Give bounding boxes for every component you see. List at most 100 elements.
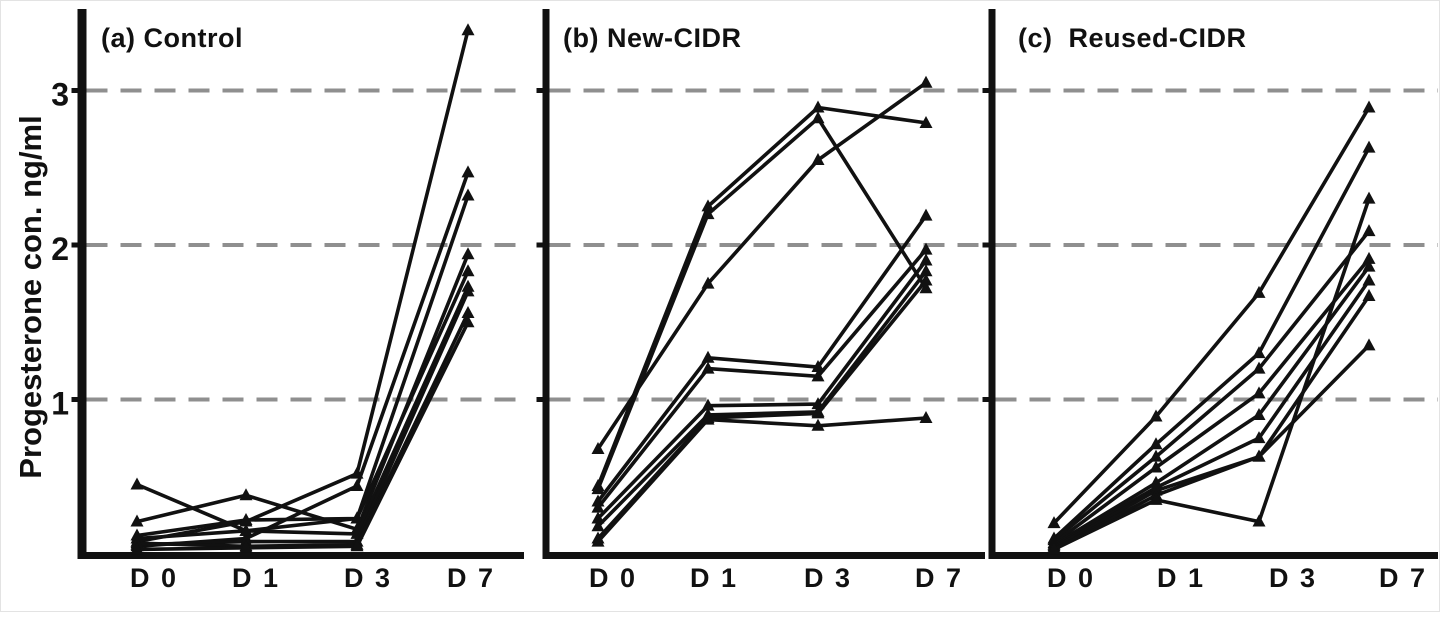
series-line-9 — [1052, 196, 1371, 552]
y-tick-mark — [982, 88, 990, 93]
x-tick-label: D 7 — [915, 563, 963, 593]
x-tick-label: D 1 — [232, 563, 280, 593]
data-point-marker — [1149, 437, 1163, 450]
data-point-marker — [701, 207, 715, 220]
data-point-marker — [1149, 492, 1163, 505]
data-point-marker — [239, 488, 253, 501]
series-line-1 — [596, 105, 928, 488]
data-point-marker — [701, 350, 715, 363]
x-tick-label: D 3 — [344, 563, 392, 593]
series-line-7 — [1052, 294, 1371, 550]
series-line-1 — [1052, 105, 1371, 525]
data-point-marker — [701, 412, 715, 425]
data-point-marker — [461, 284, 475, 297]
panel-a: 1 2 3 D 0 D 1 D 3 D 7 (a) Control — [51, 9, 524, 593]
data-point-marker — [1362, 100, 1376, 113]
data-point-marker — [461, 305, 475, 318]
data-point-marker — [130, 477, 144, 490]
panel-title-c: (c) Reused-CIDR — [1018, 23, 1247, 53]
data-point-marker — [919, 242, 933, 255]
x-tick-label: D 0 — [130, 563, 178, 593]
panel-title-a: (a) Control — [101, 23, 243, 53]
y-tick-mark — [536, 242, 544, 248]
x-axis — [542, 552, 985, 559]
x-tick-label: D 3 — [1269, 563, 1317, 593]
data-point-marker — [591, 534, 605, 547]
series-line-4 — [1052, 257, 1371, 546]
y-tick-label: 1 — [51, 386, 69, 422]
x-axis — [988, 552, 1438, 559]
data-point-marker — [919, 411, 933, 424]
data-point-marker — [811, 100, 825, 113]
data-point-marker — [461, 315, 475, 328]
data-point-marker — [1252, 449, 1266, 462]
data-point-marker — [811, 360, 825, 373]
data-point-marker — [811, 369, 825, 382]
data-point-marker — [701, 276, 715, 289]
y-axis — [988, 9, 996, 559]
data-point-marker — [461, 264, 475, 277]
x-axis — [77, 552, 524, 559]
data-point-marker — [919, 253, 933, 266]
data-point-marker — [239, 513, 253, 526]
y-axis — [77, 9, 87, 559]
data-point-marker — [239, 523, 253, 536]
series-line-9 — [596, 416, 928, 544]
data-point-marker — [591, 482, 605, 495]
data-point-marker — [919, 264, 933, 277]
y-tick-mark — [982, 397, 990, 402]
y-tick-mark — [71, 242, 79, 248]
data-point-marker — [1149, 409, 1163, 422]
series-line-3 — [1052, 229, 1371, 542]
data-point-marker — [130, 542, 144, 555]
y-tick-mark — [71, 397, 79, 402]
data-point-marker — [350, 479, 364, 492]
data-point-marker — [350, 539, 364, 552]
y-axis-title: Progesterone con. ng/ml — [13, 115, 48, 478]
x-tick-label: D 1 — [690, 563, 738, 593]
series-line-1 — [135, 28, 470, 544]
series-line-7 — [596, 269, 928, 529]
x-tick-label: D 7 — [447, 563, 495, 593]
series-line-9 — [135, 320, 470, 552]
series-line-8 — [596, 278, 928, 541]
data-point-marker — [919, 115, 933, 128]
data-point-marker — [919, 208, 933, 221]
panel-c: D 0 D 1 D 3 D 7 (c) Reused-CIDR — [982, 9, 1438, 593]
data-point-marker — [811, 153, 825, 166]
data-point-marker — [1149, 449, 1163, 462]
data-point-marker — [919, 75, 933, 88]
data-point-marker — [350, 511, 364, 524]
data-point-marker — [811, 418, 825, 431]
x-tick-label: D 3 — [804, 563, 852, 593]
series-line-8 — [1052, 343, 1371, 552]
data-point-marker — [701, 361, 715, 374]
data-point-marker — [701, 199, 715, 212]
x-tick-label: D 7 — [1379, 563, 1427, 593]
data-point-marker — [1252, 407, 1266, 420]
data-point-marker — [239, 540, 253, 553]
data-point-marker — [1047, 542, 1061, 555]
series-line-5 — [135, 269, 470, 538]
data-point-marker — [919, 273, 933, 286]
data-point-marker — [461, 165, 475, 178]
series-line-6 — [135, 284, 470, 541]
data-point-marker — [1362, 251, 1376, 264]
data-point-marker — [701, 398, 715, 411]
y-tick-mark — [982, 242, 990, 248]
data-point-marker — [919, 281, 933, 294]
y-tick-label: 3 — [51, 77, 69, 113]
x-tick-label: D 0 — [589, 563, 637, 593]
data-point-marker — [591, 519, 605, 532]
data-point-marker — [130, 536, 144, 549]
data-point-marker — [811, 406, 825, 419]
data-point-marker — [1362, 140, 1376, 153]
data-point-marker — [1047, 516, 1061, 529]
y-tick-label: 2 — [51, 231, 69, 267]
data-point-marker — [1362, 288, 1376, 301]
panel-b: D 0 D 1 D 3 D 7 (b) New-CIDR — [536, 9, 985, 593]
data-point-marker — [1252, 285, 1266, 298]
data-point-marker — [1252, 514, 1266, 527]
